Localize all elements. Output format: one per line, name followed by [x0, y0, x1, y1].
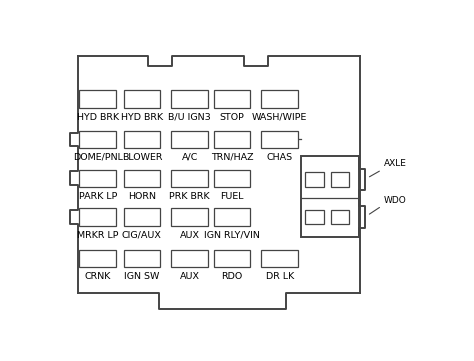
Bar [171, 250, 208, 268]
Bar [80, 90, 116, 108]
Bar [213, 131, 250, 148]
Bar [213, 208, 250, 226]
Bar [213, 170, 250, 187]
Text: WDO: WDO [383, 196, 406, 205]
Bar [171, 208, 208, 226]
Bar [124, 208, 160, 226]
Bar [331, 172, 349, 187]
Bar [80, 170, 116, 187]
Bar [80, 250, 116, 268]
Bar [213, 250, 250, 268]
Bar [171, 90, 208, 108]
Text: DOME/PNL: DOME/PNL [73, 153, 123, 162]
Text: PRK BRK: PRK BRK [169, 192, 210, 201]
Bar [331, 210, 349, 224]
Bar [305, 210, 324, 224]
Bar [261, 131, 298, 148]
Text: PARK LP: PARK LP [79, 192, 117, 201]
Bar [124, 170, 160, 187]
Bar [261, 90, 298, 108]
Text: CRNK: CRNK [85, 272, 111, 281]
Text: IGN SW: IGN SW [124, 272, 160, 281]
Text: MRKR LP: MRKR LP [77, 231, 118, 240]
Bar [124, 90, 160, 108]
Text: STOP: STOP [219, 113, 244, 122]
Text: WASH/WIPE: WASH/WIPE [252, 113, 307, 122]
Text: AUX: AUX [180, 231, 200, 240]
Bar [213, 90, 250, 108]
Bar [171, 131, 208, 148]
Bar [305, 172, 324, 187]
Bar [80, 131, 116, 148]
Text: DR LK: DR LK [265, 272, 294, 281]
Text: HORN: HORN [128, 192, 156, 201]
Text: A/C: A/C [182, 153, 198, 162]
Text: B/U IGN3: B/U IGN3 [168, 113, 211, 122]
Text: FUEL: FUEL [220, 192, 244, 201]
Text: AXLE: AXLE [383, 160, 407, 168]
Text: RDO: RDO [221, 272, 243, 281]
Bar [124, 131, 160, 148]
Text: IGN RLY/VIN: IGN RLY/VIN [204, 231, 260, 240]
Text: HYD BRK: HYD BRK [77, 113, 119, 122]
Text: CHAS: CHAS [266, 153, 293, 162]
Bar [261, 250, 298, 268]
Bar [301, 156, 359, 236]
Text: HYD BRK: HYD BRK [121, 113, 163, 122]
Bar [171, 170, 208, 187]
Text: CIG/AUX: CIG/AUX [122, 231, 162, 240]
Bar [124, 250, 160, 268]
Text: BLOWER: BLOWER [122, 153, 162, 162]
Text: AUX: AUX [180, 272, 200, 281]
Text: TRN/HAZ: TRN/HAZ [210, 153, 253, 162]
Bar [80, 208, 116, 226]
